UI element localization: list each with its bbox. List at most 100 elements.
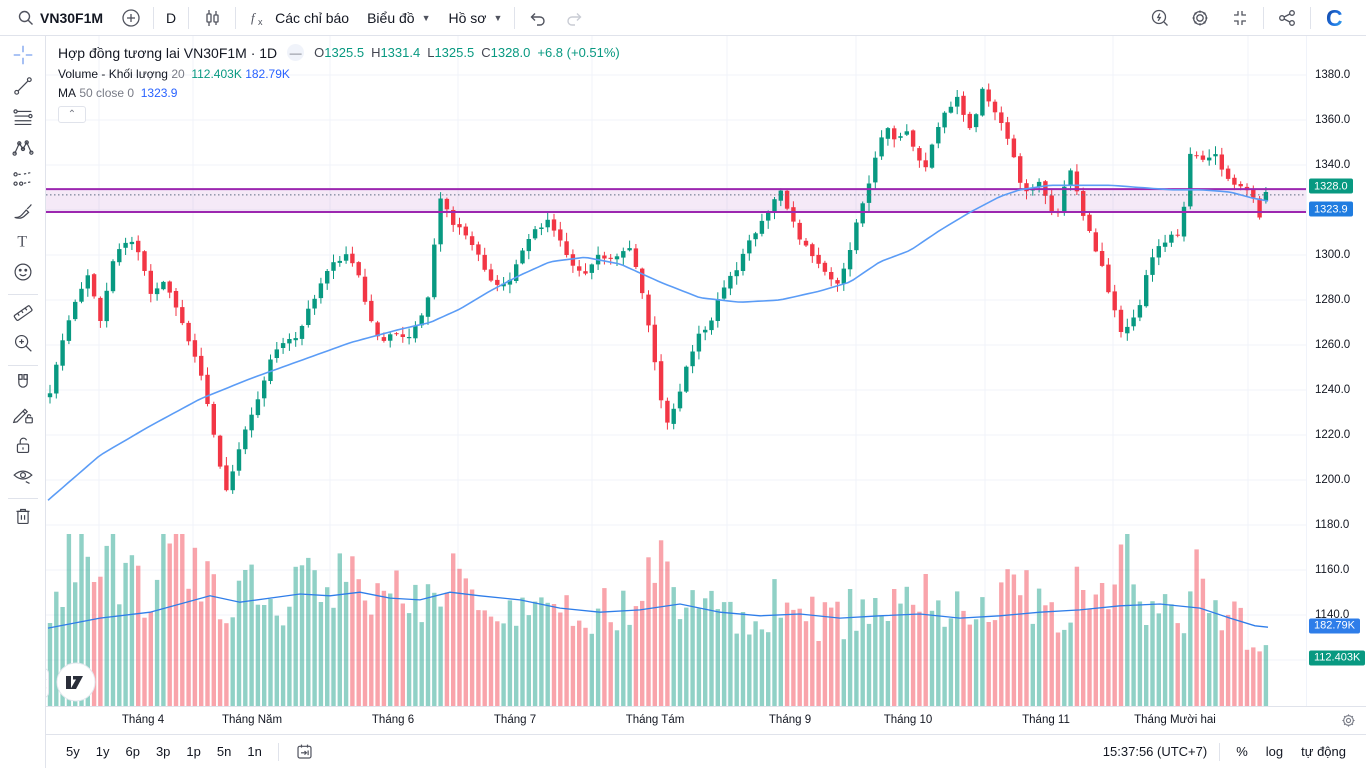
- pattern-tool-button[interactable]: [4, 135, 42, 166]
- time-tick-label: Tháng 7: [493, 714, 537, 726]
- toolbar-separator: [1310, 6, 1311, 29]
- volume-ma-length: 20: [171, 67, 185, 81]
- go-to-date-button[interactable]: [287, 738, 322, 765]
- tradingview-watermark: [56, 662, 96, 702]
- trash-tool-button[interactable]: [4, 503, 42, 534]
- ma-params: 50 close 0: [79, 86, 135, 100]
- trendline-icon: [10, 73, 36, 104]
- broker-c-logo-icon: C: [1326, 5, 1343, 31]
- chart-legend: Hợp đồng tương lai VN30F1M · 1D — O1325.…: [58, 44, 620, 123]
- time-tick-label: Tháng 11: [1022, 714, 1070, 726]
- chart-style-button[interactable]: [192, 4, 232, 32]
- range-button-1y[interactable]: 1y: [95, 744, 110, 759]
- time-axis[interactable]: Tháng 4 Tháng Năm Tháng 6 Tháng 7 Tháng Tám T…: [46, 706, 1366, 734]
- source-toggle-button[interactable]: —: [287, 44, 305, 61]
- lock-tool-button[interactable]: [4, 432, 42, 463]
- svg-text:x: x: [258, 17, 263, 27]
- alert-button[interactable]: [1140, 4, 1180, 32]
- price-tick-label: 1200.0: [1315, 474, 1351, 486]
- price-tick-label: 1220.0: [1315, 429, 1351, 441]
- brush-tool-button[interactable]: [4, 197, 42, 228]
- toolbar-separator: [7, 498, 38, 499]
- ohlc-values: O1325.5 H1331.4 L1325.5 C1328.0 +6.8 (+0…: [314, 45, 620, 60]
- percent-scale-button[interactable]: %: [1236, 744, 1248, 759]
- range-button-1p[interactable]: 1p: [186, 744, 201, 759]
- clock-display[interactable]: 15:37:56 (UTC+7): [1102, 744, 1208, 759]
- crosshair-tool-button[interactable]: [4, 42, 42, 73]
- log-scale-button[interactable]: log: [1265, 744, 1284, 759]
- high-value: 1331.4: [380, 45, 421, 60]
- symbol-title[interactable]: Hợp đồng tương lai VN30F1M · 1D: [58, 44, 278, 61]
- chevron-down-icon: ▼: [421, 12, 431, 23]
- redo-icon: [567, 12, 582, 26]
- zoom-in-tool-button[interactable]: [4, 330, 42, 361]
- chart-pane[interactable]: [46, 36, 1306, 709]
- settings-button[interactable]: [1180, 4, 1220, 32]
- range-button-6p[interactable]: 6p: [125, 744, 140, 759]
- legend-collapse-button[interactable]: ⌃: [58, 106, 86, 123]
- svg-text:f: f: [251, 10, 257, 25]
- legend-volume-row[interactable]: Volume - Khối lượng 20 112.403K 182.79K: [58, 68, 620, 80]
- redo-button[interactable]: [556, 4, 594, 32]
- axis-controls: 15:37:56 (UTC+7) % log tự động: [1103, 740, 1354, 763]
- range-button-3p[interactable]: 3p: [155, 744, 171, 759]
- fullscreen-button[interactable]: [1220, 4, 1260, 32]
- price-tick-label: 1160.0: [1315, 564, 1350, 576]
- volume-ma-badge: 182.79K: [1309, 618, 1360, 634]
- close-value: 1328.0: [490, 45, 531, 60]
- text-icon: T: [10, 228, 36, 259]
- volume-ma-line: [47, 591, 1269, 629]
- symbol-name: VN30F1M: [40, 9, 104, 26]
- crosshair-icon: [10, 42, 36, 73]
- share-button[interactable]: [1267, 4, 1307, 32]
- compare-add-button[interactable]: [112, 4, 150, 32]
- emoji-tool-button[interactable]: [4, 259, 42, 290]
- hide-drawings-tool-button[interactable]: [4, 463, 42, 494]
- range-button-1n[interactable]: 1n: [247, 744, 262, 759]
- draw-lock-icon: [10, 401, 36, 432]
- interval-button[interactable]: D: [157, 4, 185, 32]
- price-tick-label: 1140.0: [1315, 609, 1350, 621]
- pattern-icon: [10, 135, 36, 166]
- ruler-tool-button[interactable]: [4, 299, 42, 330]
- price-tick-label: 1340.0: [1315, 159, 1351, 171]
- undo-button[interactable]: [518, 4, 556, 32]
- bottom-toolbar: 5y 1y 6p 3p 1p 5n 1n 15:37:56 (UTC+7) % log tự…: [46, 734, 1366, 768]
- range-button-5y[interactable]: 5y: [66, 744, 80, 759]
- price-tick-label: 1260.0: [1315, 339, 1351, 351]
- toolbar-separator: [153, 6, 155, 29]
- time-tick-label: Tháng Năm: [221, 714, 283, 726]
- ma-indicator-name: MA: [58, 86, 76, 100]
- time-tick-label: Tháng 9: [768, 714, 812, 726]
- indicators-button[interactable]: f x Các chỉ báo: [239, 4, 358, 32]
- prediction-tool-button[interactable]: [4, 166, 42, 197]
- trendline-tool-button[interactable]: [4, 73, 42, 104]
- chart-canvas[interactable]: [46, 36, 1306, 709]
- range-button-5n[interactable]: 5n: [216, 744, 232, 759]
- symbol-search-button[interactable]: VN30F1M: [8, 4, 112, 32]
- low-value: 1325.5: [434, 45, 475, 60]
- magnet-tool-button[interactable]: [4, 370, 42, 401]
- auto-scale-button[interactable]: tự động: [1301, 744, 1346, 759]
- draw-lock-tool-button[interactable]: [4, 401, 42, 432]
- fib-tool-button[interactable]: [4, 104, 42, 135]
- hide-drawings-icon: [10, 463, 36, 494]
- profile-menu-button[interactable]: Hồ sơ ▼: [440, 4, 512, 32]
- open-value: 1325.5: [324, 45, 365, 60]
- time-tick-label: Tháng 4: [121, 714, 165, 726]
- search-icon: [17, 9, 35, 27]
- price-axis[interactable]: 1380.01360.01340.01320.01300.01280.01260…: [1306, 36, 1366, 706]
- gear-icon: [1192, 10, 1208, 25]
- legend-ma-row[interactable]: MA 50 close 0 1323.9: [58, 87, 620, 99]
- chart-menu-button[interactable]: Biểu đồ ▼: [358, 4, 439, 32]
- toolbar-separator: [1219, 742, 1221, 761]
- text-tool-button[interactable]: T: [4, 228, 42, 259]
- drawing-toolbar: T: [0, 36, 46, 768]
- price-tick-label: 1280.0: [1315, 294, 1351, 306]
- price-tick-label: 1380.0: [1315, 69, 1351, 81]
- share-icon: [1279, 9, 1295, 26]
- calendar-icon: [297, 744, 312, 759]
- broker-logo[interactable]: C: [1314, 4, 1358, 32]
- axis-settings-gear-icon[interactable]: [1341, 713, 1356, 728]
- topbar-left: VN30F1M D f x Các ch: [8, 0, 594, 35]
